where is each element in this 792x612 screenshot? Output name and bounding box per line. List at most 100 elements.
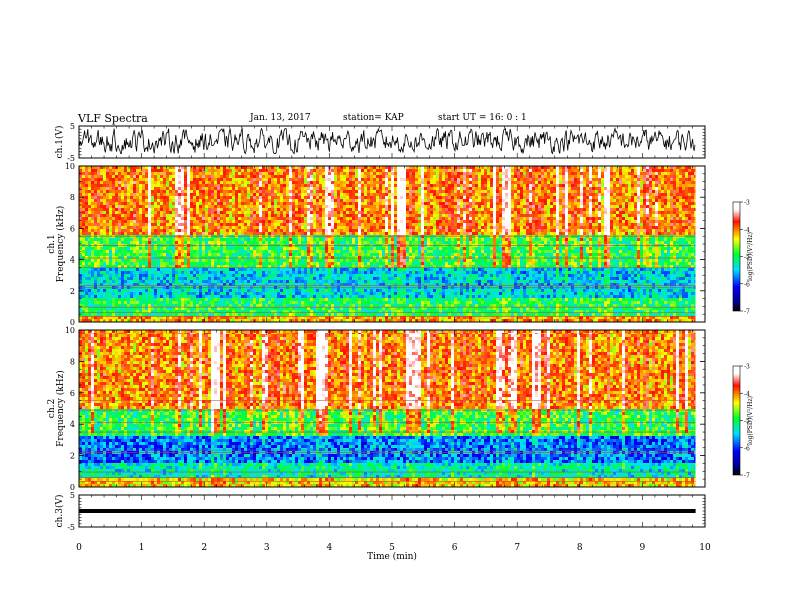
spectrogram-cell bbox=[280, 280, 283, 283]
spectrogram-cell bbox=[574, 256, 577, 259]
spectrogram-cell bbox=[286, 280, 289, 283]
spectrogram-cell bbox=[688, 262, 691, 265]
spectrogram-cell bbox=[637, 253, 640, 256]
spectrogram-cell bbox=[196, 277, 199, 280]
spectrogram-cell bbox=[538, 268, 541, 271]
spectrogram-cell bbox=[310, 271, 313, 274]
spectrogram-cell bbox=[109, 277, 112, 280]
spectrogram-cell bbox=[625, 268, 628, 271]
spectrogram-cell bbox=[586, 268, 589, 271]
spectrogram-cell bbox=[376, 304, 379, 307]
spectrogram-cell bbox=[328, 253, 331, 256]
spectrogram-cell bbox=[103, 313, 106, 316]
spectrogram-cell bbox=[253, 268, 256, 271]
spectrogram-cell bbox=[199, 250, 202, 253]
spectrogram-cell bbox=[295, 295, 298, 298]
spectrogram-cell bbox=[451, 313, 454, 316]
spectrogram-cell bbox=[682, 313, 685, 316]
spectrogram-cell bbox=[682, 292, 685, 295]
spectrogram-cell bbox=[127, 301, 130, 304]
spectrogram-cell bbox=[211, 274, 214, 277]
spectrogram-cell bbox=[397, 250, 400, 253]
spectrogram-cell bbox=[673, 250, 676, 253]
spectrogram-cell bbox=[676, 262, 679, 265]
spectrogram-cell bbox=[586, 304, 589, 307]
spectrogram-cell bbox=[583, 262, 586, 265]
spectrogram-cell bbox=[280, 259, 283, 262]
spectrogram-cell bbox=[502, 256, 505, 259]
spectrogram-cell bbox=[433, 280, 436, 283]
spectrogram-cell bbox=[295, 313, 298, 316]
spectrogram-cell bbox=[451, 271, 454, 274]
spectrogram-cell bbox=[538, 259, 541, 262]
spectrogram-cell bbox=[550, 268, 553, 271]
spectrogram-cell bbox=[289, 301, 292, 304]
spectrogram-cell bbox=[259, 262, 262, 265]
spectrogram-cell bbox=[484, 295, 487, 298]
spectrogram-cell bbox=[616, 301, 619, 304]
spectrogram-cell bbox=[229, 250, 232, 253]
spectrogram-cell bbox=[400, 253, 403, 256]
spectrogram-cell bbox=[193, 268, 196, 271]
spectrogram-cell bbox=[229, 292, 232, 295]
spectrogram-cell bbox=[235, 304, 238, 307]
spectrogram-cell bbox=[292, 259, 295, 262]
spectrogram-cell bbox=[307, 298, 310, 301]
spectrogram-cell bbox=[649, 271, 652, 274]
spectrogram-cell bbox=[631, 262, 634, 265]
spectrogram-cell bbox=[190, 289, 193, 292]
spectrogram-cell bbox=[313, 259, 316, 262]
spectrogram-cell bbox=[172, 301, 175, 304]
spectrogram-cell bbox=[610, 313, 613, 316]
spectrogram-cell bbox=[661, 313, 664, 316]
spectrogram-cell bbox=[469, 268, 472, 271]
spectrogram-cell bbox=[493, 256, 496, 259]
spectrogram-cell bbox=[526, 262, 529, 265]
spectrogram-cell bbox=[373, 304, 376, 307]
spectrogram-cell bbox=[682, 295, 685, 298]
spectrogram-cell bbox=[88, 289, 91, 292]
spectrogram-cell bbox=[583, 313, 586, 316]
spectrogram-cell bbox=[160, 292, 163, 295]
spectrogram-cell bbox=[586, 271, 589, 274]
spectrogram-cell bbox=[670, 253, 673, 256]
spectrogram-cell bbox=[250, 259, 253, 262]
spectrogram-cell bbox=[427, 301, 430, 304]
spectrogram-cell bbox=[337, 298, 340, 301]
spectrogram-cell bbox=[127, 253, 130, 256]
spectrogram-cell bbox=[310, 301, 313, 304]
spectrogram-cell bbox=[361, 262, 364, 265]
spectrogram-cell bbox=[502, 298, 505, 301]
spectrogram-cell bbox=[580, 271, 583, 274]
spectrogram-cell bbox=[685, 256, 688, 259]
spectrogram-cell bbox=[484, 259, 487, 262]
spectrogram-cell bbox=[496, 301, 499, 304]
spectrogram-cell bbox=[220, 280, 223, 283]
spectrogram-cell bbox=[130, 256, 133, 259]
spectrogram-cell bbox=[574, 277, 577, 280]
spectrogram-cell bbox=[166, 247, 169, 250]
spectrogram-cell bbox=[169, 250, 172, 253]
spectrogram-cell bbox=[178, 250, 181, 253]
spectrogram-cell bbox=[655, 277, 658, 280]
spectrogram-cell bbox=[265, 313, 268, 316]
spectrogram-cell bbox=[496, 253, 499, 256]
spectrogram-cell bbox=[613, 289, 616, 292]
spectrogram-cell bbox=[220, 298, 223, 301]
spectrogram-cell bbox=[301, 280, 304, 283]
spectrogram-cell bbox=[127, 313, 130, 316]
spectrogram-cell bbox=[493, 280, 496, 283]
spectrogram-cell bbox=[226, 298, 229, 301]
spectrogram-cell bbox=[139, 274, 142, 277]
spectrogram-cell bbox=[685, 274, 688, 277]
spectrogram-cell bbox=[496, 280, 499, 283]
spectrogram-cell bbox=[115, 280, 118, 283]
spectrogram-cell bbox=[169, 301, 172, 304]
spectrogram-cell bbox=[289, 298, 292, 301]
spectrogram-cell bbox=[532, 271, 535, 274]
spectrogram-cell bbox=[160, 259, 163, 262]
spectrogram-cell bbox=[589, 313, 592, 316]
spectrogram-cell bbox=[577, 289, 580, 292]
spectrogram-cell bbox=[349, 289, 352, 292]
spectrogram-cell bbox=[508, 271, 511, 274]
